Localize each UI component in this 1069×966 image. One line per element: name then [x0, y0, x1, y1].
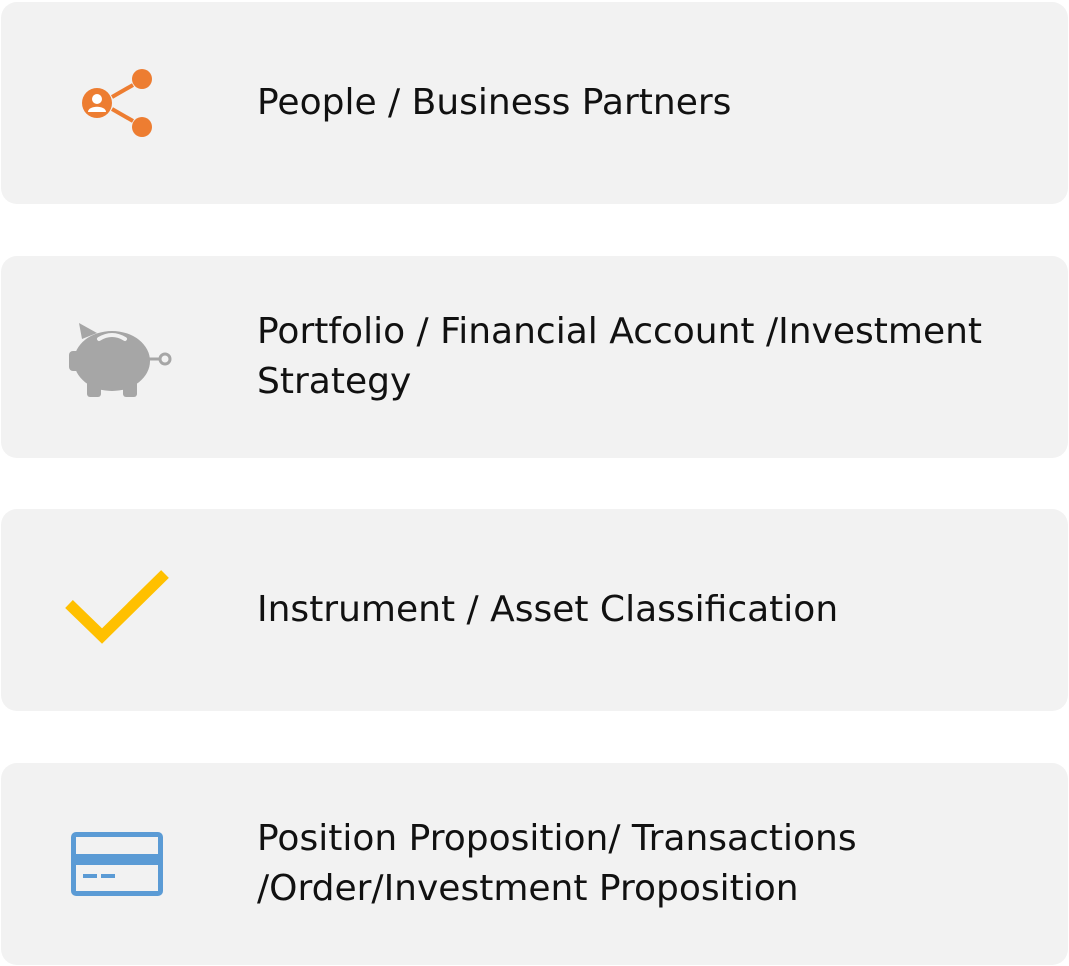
card-label: People / Business Partners — [257, 82, 732, 123]
checkmark-icon — [57, 560, 177, 660]
card-label: Position Proposition/ Transactions /Orde… — [257, 818, 857, 909]
card-portfolio-financial-account[interactable]: Portfolio / Financial Account /Investmen… — [1, 256, 1068, 458]
card-label: Portfolio / Financial Account /Investmen… — [257, 311, 983, 402]
card-instrument-asset-classification[interactable]: Instrument / Asset Classification — [1, 509, 1068, 711]
card-label: Instrument / Asset Classification — [257, 589, 839, 630]
share-people-icon — [57, 53, 177, 153]
card-people-business-partners[interactable]: People / Business Partners — [1, 2, 1068, 204]
credit-card-icon — [57, 814, 177, 914]
piggy-bank-icon — [57, 307, 177, 407]
card-position-transactions[interactable]: Position Proposition/ Transactions /Orde… — [1, 763, 1068, 965]
